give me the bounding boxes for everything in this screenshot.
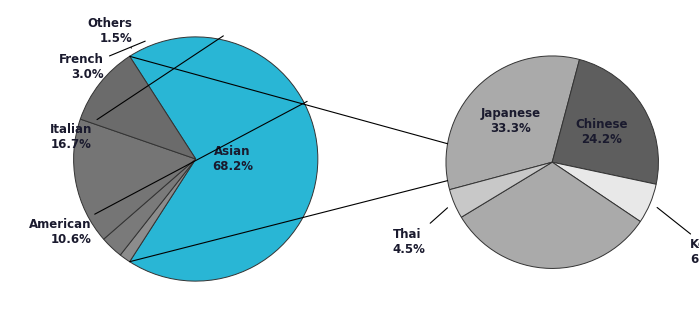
Wedge shape xyxy=(552,59,658,184)
Text: Asian
68.2%: Asian 68.2% xyxy=(212,145,253,173)
Wedge shape xyxy=(103,159,196,255)
Text: Chinese
24.2%: Chinese 24.2% xyxy=(576,118,628,146)
Text: Korean
6.1%: Korean 6.1% xyxy=(657,207,699,266)
Wedge shape xyxy=(461,162,640,268)
Text: American
10.6%: American 10.6% xyxy=(29,101,307,246)
Wedge shape xyxy=(120,159,196,262)
Text: French
3.0%: French 3.0% xyxy=(59,41,145,81)
Wedge shape xyxy=(80,56,196,159)
Wedge shape xyxy=(449,162,552,217)
Text: Italian
16.7%: Italian 16.7% xyxy=(50,36,224,151)
Wedge shape xyxy=(552,162,656,222)
Wedge shape xyxy=(129,37,318,281)
Wedge shape xyxy=(73,119,196,239)
Wedge shape xyxy=(446,56,579,190)
Text: Thai
4.5%: Thai 4.5% xyxy=(393,208,447,256)
Text: Japanese
33.3%: Japanese 33.3% xyxy=(481,107,541,135)
Text: Others
1.5%: Others 1.5% xyxy=(87,17,132,48)
